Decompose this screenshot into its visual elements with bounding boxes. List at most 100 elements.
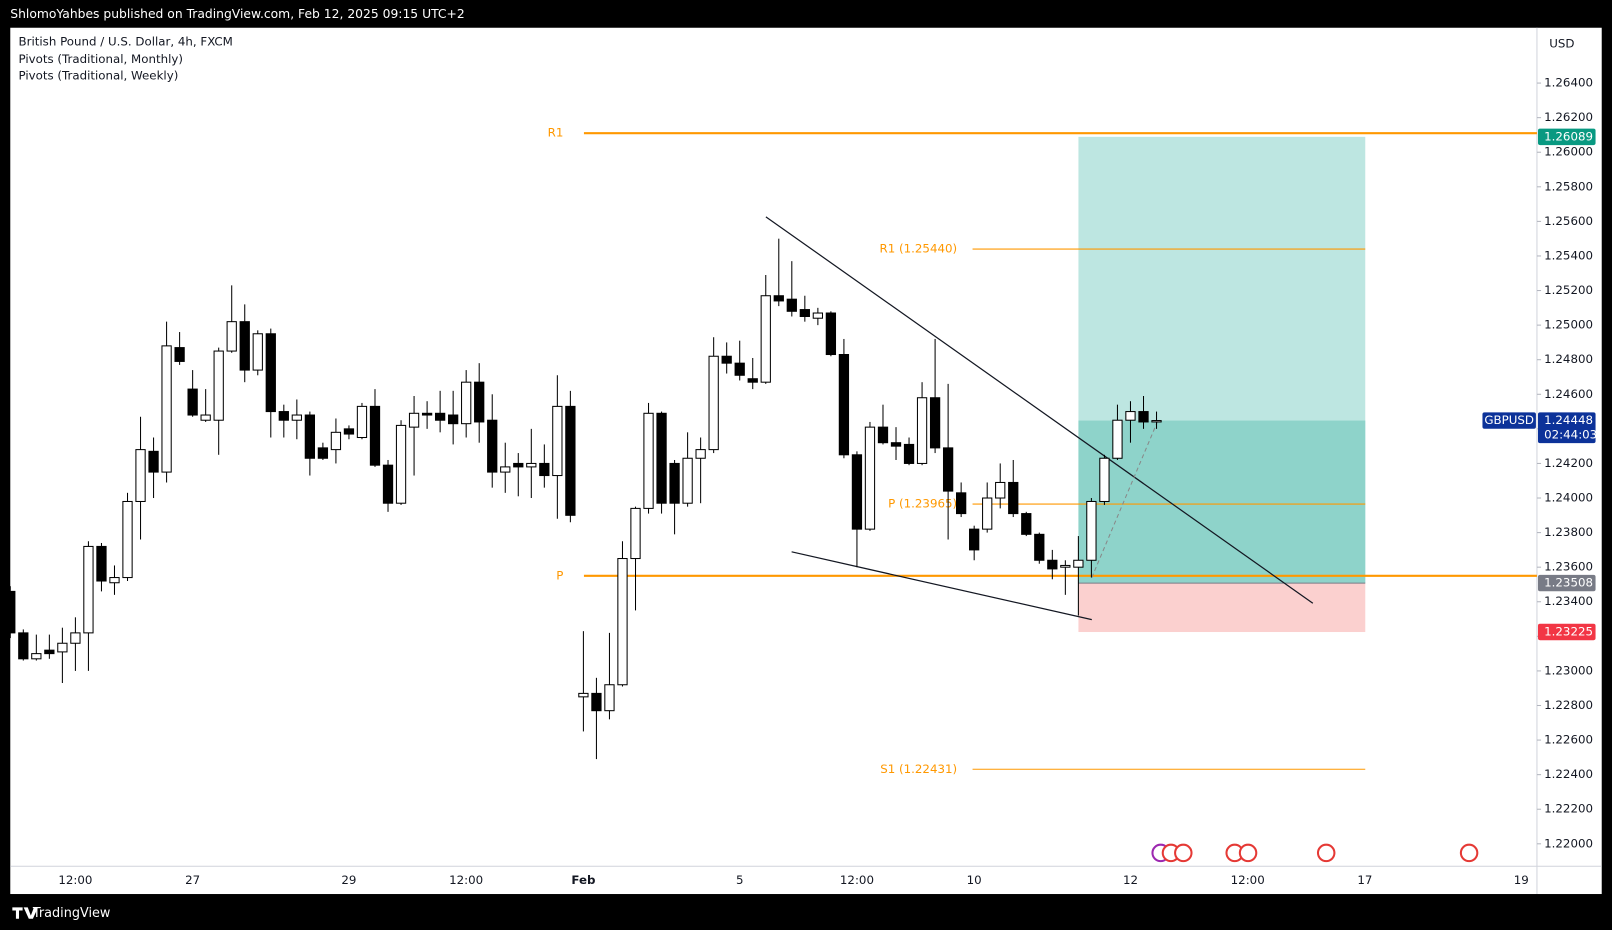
candle-body [278,411,289,421]
candle-body [1086,500,1097,561]
candle-body [1047,559,1058,570]
candle-body [669,462,680,504]
candle-body [304,414,316,459]
brand: TradingView [32,906,111,921]
candle-body [1060,564,1071,568]
candle-body [434,412,446,421]
candle-body [982,497,993,530]
entry-label: 1.23508 [1544,576,1593,590]
candle-body [578,692,589,698]
trend-line [765,216,1314,604]
candle-body [604,684,615,712]
candle-body [877,426,889,444]
candle-body [1021,513,1032,535]
y-tick-label: 1.22000 [1544,836,1593,850]
last-price: 1.24448 [1544,413,1593,427]
weekly-pivot-label: S1 (1.22431) [880,762,957,776]
x-tick-label: 12:00 [1231,873,1265,887]
candle-body [343,428,355,435]
candle-body [317,447,329,459]
y-tick-label: 1.26400 [1544,76,1593,90]
y-tick-label: 1.24800 [1544,352,1593,366]
candle-body [330,431,342,451]
y-tick-label: 1.26000 [1544,145,1593,159]
candle-body [838,354,850,456]
event-icon [1238,843,1258,863]
brand-logo [12,907,39,919]
candle-body [382,464,394,504]
x-tick-label: 12:00 [840,873,874,887]
candle-body [252,333,263,371]
candle-body [395,424,407,504]
candle-body [474,381,485,423]
y-tick-label: 1.23400 [1544,594,1593,608]
candle-body [591,692,602,712]
y-tick-label: 1.24600 [1544,387,1593,401]
indicator-label: Pivots (Traditional, Weekly) [19,69,179,83]
y-tick-label: 1.23000 [1544,663,1593,677]
candle-body [864,426,876,530]
candle-body [1008,481,1019,515]
candle-body [461,381,472,425]
candle-body [656,412,667,504]
candle-body [200,414,211,421]
last-price-bg [1537,412,1596,444]
symbol-bg [1482,412,1536,429]
candle-body [1112,419,1123,459]
pivots: R1 P R1 (1.25440) P (1.23965) S1 (1.22431) [548,126,1537,776]
stop-label: 1.23225 [1544,625,1593,639]
entry-label-bg [1537,574,1596,592]
indicator-label: Pivots (Traditional, Monthly) [19,52,183,66]
y-tick-label: 1.23600 [1544,560,1593,574]
weekly-pivot-label: P (1.23965) [888,497,957,511]
candle-body [148,450,159,473]
candle-body [708,355,719,451]
candle-body [109,577,120,584]
countdown: 02:44:03 [1544,427,1597,441]
candle-body [721,355,732,364]
candle-body [929,397,941,449]
candle-body [630,507,641,560]
y-tick-label: 1.24200 [1544,456,1593,470]
currency: USD [1549,37,1574,51]
y-tick-label: 1.25600 [1544,214,1593,228]
candle-body [903,443,915,464]
candle-body [695,449,706,459]
candle-body [734,362,745,376]
x-tick-label: 17 [1357,873,1372,887]
y-tick-label: 1.22400 [1544,767,1593,781]
y-tick-label: 1.25400 [1544,248,1593,262]
stop-label-bg [1537,623,1596,641]
candle-body [213,350,224,421]
candle-body [890,442,902,447]
candle-body [421,412,433,416]
candle-body [539,462,550,477]
candle-body [565,405,576,516]
candle-body [747,378,758,383]
y-tick-label: 1.22200 [1544,802,1593,816]
candle-body [1099,457,1110,502]
candle-body [291,414,302,421]
monthly-pivot-label: P [556,568,563,582]
y-tick-label: 1.24000 [1544,491,1593,505]
event-icons [1151,843,1479,863]
y-tick-label: 1.26200 [1544,110,1593,124]
x-tick-label: 12:00 [58,873,92,887]
publisher: ShlomoYahbes published on TradingView.co… [10,7,464,21]
candle-body [1151,420,1162,423]
y-tick-label: 1.23800 [1544,525,1593,539]
candle-body [187,388,198,416]
candle-body [552,405,563,477]
candle-body [1125,411,1136,421]
candle-body [942,447,954,492]
open-profit-zone [1078,420,1366,584]
candle-body [1034,533,1045,561]
y-tick-label: 1.25200 [1544,283,1593,297]
candle-body [122,500,133,579]
x-tick-label: 12 [1123,873,1138,887]
candle-body [969,528,980,551]
target-label-bg [1537,128,1596,146]
candle-body [526,462,537,468]
x-tick-label: 5 [736,873,744,887]
candle-body [786,298,797,312]
